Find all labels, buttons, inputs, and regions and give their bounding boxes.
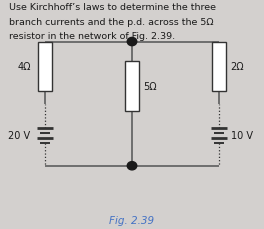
Circle shape xyxy=(127,162,137,170)
Text: 10 V: 10 V xyxy=(231,130,253,140)
Bar xyxy=(212,42,226,92)
Text: 2Ω: 2Ω xyxy=(230,62,244,72)
Text: resistor in the network of Fig. 2.39.: resistor in the network of Fig. 2.39. xyxy=(9,32,175,41)
Bar xyxy=(38,42,52,92)
Circle shape xyxy=(127,38,137,46)
Text: branch currents and the p.d. across the 5Ω: branch currents and the p.d. across the … xyxy=(9,18,214,27)
Bar xyxy=(125,62,139,111)
Text: 5Ω: 5Ω xyxy=(143,82,157,91)
Text: Fig. 2.39: Fig. 2.39 xyxy=(110,215,154,225)
Text: 4Ω: 4Ω xyxy=(18,62,31,72)
Text: Use Kirchhoff’s laws to determine the three: Use Kirchhoff’s laws to determine the th… xyxy=(9,3,216,12)
Text: 20 V: 20 V xyxy=(8,130,30,140)
